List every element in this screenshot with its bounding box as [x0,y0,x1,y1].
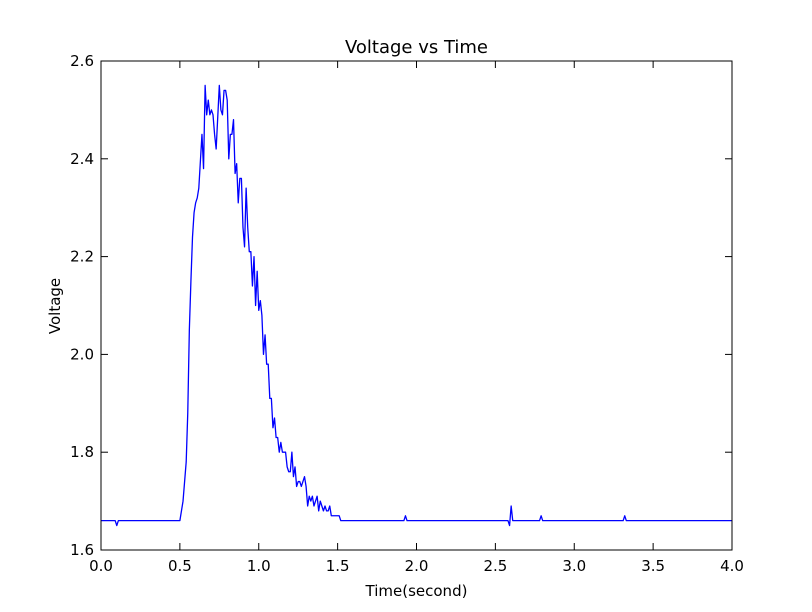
chart-title: Voltage vs Time [345,37,488,58]
x-tick-label: 2.5 [483,557,507,575]
series-line [101,84,732,527]
y-tick-label: 2.4 [70,150,94,168]
y-tick-label: 2.6 [70,52,94,70]
x-tick-label: 3.0 [562,557,586,575]
x-axis-label: Time(second) [365,582,468,600]
y-tick-label: 1.8 [70,443,94,461]
axes-frame [100,60,733,551]
y-tick-label: 2.0 [70,345,94,363]
y-axis-label: Voltage [46,278,64,334]
x-tick-label: 4.0 [720,557,744,575]
x-tick-label: 3.5 [641,557,665,575]
x-tick-label: 2.0 [405,557,429,575]
plot-area: 0.0 0.5 1.0 1.5 2.0 2.5 3.0 3.5 4.0 1.6 1.8 2.0 2.2 2… [70,52,744,575]
y-tick-label: 2.2 [70,248,94,266]
y-tick-label: 1.6 [70,541,94,559]
x-tick-label: 1.5 [326,557,350,575]
x-tick-label: 0.5 [168,557,192,575]
x-tick-label: 1.0 [247,557,271,575]
x-tick-label: 0.0 [89,557,113,575]
